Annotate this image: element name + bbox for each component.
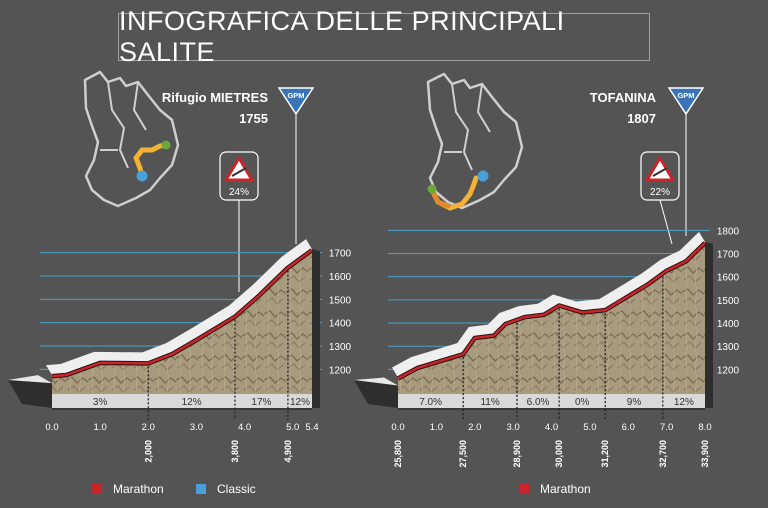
segment-gradient-label: 9% xyxy=(627,397,642,408)
legend-swatch-marathon xyxy=(519,484,529,494)
profile-side xyxy=(705,241,713,408)
y-tick-label: 1400 xyxy=(329,319,352,330)
region-map-mietres xyxy=(83,70,180,208)
y-tick-label: 1600 xyxy=(717,273,740,284)
svg-text:GPM: GPM xyxy=(677,91,694,100)
profile-side xyxy=(354,380,398,408)
y-tick-label: 1600 xyxy=(329,272,352,283)
segment-gradient-label: 11% xyxy=(480,397,499,408)
segment-gradient-label: 12% xyxy=(290,397,310,408)
climb-name: Rifugio MIETRES xyxy=(162,90,268,105)
y-tick-label: 1200 xyxy=(717,365,740,376)
y-tick-label: 1300 xyxy=(329,342,352,353)
race-km-label: 27,500 xyxy=(458,440,468,468)
race-km-label: 32,700 xyxy=(658,440,668,468)
y-tick-label: 1400 xyxy=(717,319,740,330)
legend-swatch-classic xyxy=(196,484,206,494)
x-tick-label: 5.0 xyxy=(286,422,299,433)
race-km-label: 3,800 xyxy=(230,440,240,463)
y-tick-label: 1700 xyxy=(329,249,352,260)
profile-area xyxy=(52,249,312,394)
climb-altitude: 1755 xyxy=(239,111,268,126)
svg-text:GPM: GPM xyxy=(287,91,304,100)
finish-dot-icon xyxy=(477,170,489,182)
x-tick-label: 0.0 xyxy=(45,422,58,433)
y-tick-label: 1200 xyxy=(329,365,352,376)
climb-altitude: 1807 xyxy=(627,111,656,126)
segment-gradient-label: 17% xyxy=(251,397,271,408)
y-tick-label: 1800 xyxy=(717,226,740,237)
profile-side xyxy=(8,380,52,408)
profile-side-top xyxy=(8,375,52,384)
segment-gradient-label: 3% xyxy=(93,397,108,408)
start-dot-icon xyxy=(427,184,437,194)
legend-swatch-marathon xyxy=(92,484,102,494)
segment-gradient-label: 12% xyxy=(182,397,202,408)
gradient-strip-edge xyxy=(52,408,312,410)
legend-label: Marathon xyxy=(113,482,164,496)
x-tick-label: 8.0 xyxy=(698,422,711,433)
gradient-strip xyxy=(398,394,705,408)
finish-dot-icon xyxy=(136,170,148,182)
race-km-label: 4,900 xyxy=(283,440,293,463)
x-tick-label: 4.0 xyxy=(238,422,251,433)
x-tick-label: 4.0 xyxy=(545,422,558,433)
route-line-marathon xyxy=(397,242,706,380)
gpm-marker-icon: GPM xyxy=(277,87,315,244)
x-tick-label: 7.0 xyxy=(660,422,673,433)
race-km-label: 33,900 xyxy=(700,440,710,468)
svg-text:24%: 24% xyxy=(229,187,249,198)
y-tick-label: 1500 xyxy=(717,296,740,307)
race-km-label: 28,900 xyxy=(512,440,522,468)
svg-text:22%: 22% xyxy=(650,187,670,198)
y-tick-label: 1700 xyxy=(717,250,740,261)
start-dot-icon xyxy=(161,140,171,150)
race-km-label: 30,000 xyxy=(554,440,564,468)
x-tick-label: 5.4 xyxy=(305,422,318,433)
gradient-strip-edge xyxy=(398,408,705,410)
x-tick-label: 0.0 xyxy=(391,422,404,433)
legend-label: Marathon xyxy=(540,482,591,496)
x-tick-label: 1.0 xyxy=(430,422,443,433)
x-tick-label: 3.0 xyxy=(190,422,203,433)
segment-gradient-label: 7.0% xyxy=(419,397,442,408)
profile-area xyxy=(398,241,705,394)
race-km-label: 31,200 xyxy=(600,440,610,468)
x-tick-label: 6.0 xyxy=(622,422,635,433)
climb-name: TOFANINA xyxy=(590,90,657,105)
x-tick-label: 3.0 xyxy=(507,422,520,433)
x-tick-label: 1.0 xyxy=(94,422,107,433)
legend: Marathon Classic Marathon xyxy=(92,482,591,496)
gradient-strip xyxy=(52,394,312,408)
max-gradient-badge: 22% xyxy=(640,151,680,245)
y-tick-label: 1300 xyxy=(717,342,740,353)
y-tick-label: 1500 xyxy=(329,295,352,306)
gpm-marker-icon: GPM xyxy=(667,87,705,236)
segment-gradient-label: 12% xyxy=(674,397,694,408)
max-gradient-badge: 24% xyxy=(219,151,259,292)
x-tick-label: 2.0 xyxy=(142,422,155,433)
route-line-marathon xyxy=(51,249,313,378)
elevation-profile-mietres: 1200 1300 1400 1500 1600 1700 3% 12% 17% 12% 0.0 1.… xyxy=(8,239,352,463)
segment-gradient-label: 6.0% xyxy=(527,397,550,408)
legend-label: Classic xyxy=(217,482,256,496)
profile-side xyxy=(312,249,320,408)
race-km-label: 2,000 xyxy=(143,440,153,463)
x-tick-label: 5.0 xyxy=(583,422,596,433)
region-map-tofanina xyxy=(426,72,524,211)
profile-side-top xyxy=(354,377,398,386)
x-tick-label: 2.0 xyxy=(468,422,481,433)
segment-gradient-label: 0% xyxy=(575,397,590,408)
race-km-label: 25,800 xyxy=(393,440,403,468)
elevation-profile-tofanina: 1200 1300 1400 1500 1600 1700 1800 7.0% 11% 6.0% 0… xyxy=(354,226,740,468)
